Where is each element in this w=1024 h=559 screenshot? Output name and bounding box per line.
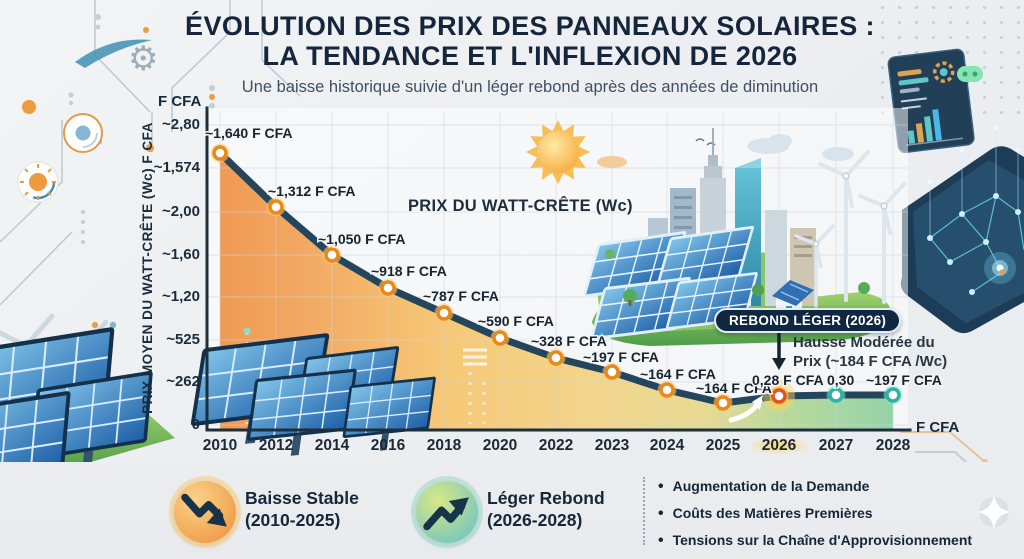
- point-label: ~328 F CFA: [531, 333, 607, 349]
- inline-chart-label: PRIX DU WATT-CRÊTE (Wc): [408, 197, 633, 215]
- data-point: [828, 387, 844, 403]
- data-point: [492, 330, 508, 346]
- bird-icon: [695, 138, 716, 146]
- badge-arrow: [772, 333, 786, 370]
- streak-bars: [463, 348, 487, 366]
- page-title-line1: ÉVOLUTION DES PRIX DES PANNEAUX SOLAIRES…: [185, 11, 875, 41]
- legend-item-rebond: [416, 481, 478, 543]
- legend-item-baisse: [174, 481, 236, 543]
- y-tick-label: ~1,574: [153, 159, 200, 176]
- point-label: ~918 F CFA: [371, 263, 447, 279]
- header: ÉVOLUTION DES PRIX DES PANNEAUX SOLAIRES…: [120, 11, 940, 97]
- target-icon: [63, 113, 103, 153]
- factor-item: Tensions sur la Chaîne d'Approvisionneme…: [658, 527, 972, 554]
- cloud-orange: [597, 156, 627, 168]
- point-label: ~590 F CFA: [478, 313, 554, 329]
- data-point: [548, 350, 564, 366]
- data-point: [771, 388, 787, 404]
- trend-down-icon: [181, 493, 227, 527]
- hausse-annotation: Hausse Modérée du Prix (~184 F CFA /Wc): [793, 334, 993, 372]
- data-point: [715, 395, 731, 411]
- point-label: ~197 F CFA: [866, 372, 942, 388]
- sun-icon: [526, 120, 590, 184]
- tablet-illustration: [900, 125, 1024, 334]
- legend-label-rebond: Léger Rebond (2026-2028): [487, 488, 605, 530]
- footer-divider: [643, 477, 645, 545]
- x-tick-label: 2022: [538, 437, 574, 454]
- x-tick-label: 2023: [594, 437, 630, 454]
- cloud-icon: [747, 134, 854, 161]
- data-point: [268, 199, 284, 215]
- x-tick-label: 2024: [649, 437, 685, 454]
- chat-pill-icon: [957, 66, 983, 82]
- gear-icon: ⚙: [128, 40, 158, 78]
- axes: [205, 106, 912, 432]
- x-tick-label: 2028: [875, 437, 911, 454]
- data-point: [212, 145, 228, 161]
- hausse-line1: Hausse Modérée du: [793, 334, 935, 351]
- x-tick-label: 2014: [314, 437, 350, 454]
- data-point: [604, 364, 620, 380]
- hausse-line2: Prix (~184 F CFA /Wc): [793, 352, 948, 370]
- rebound-badge: REBOND LÉGER (2026): [714, 308, 902, 333]
- y-tick-label: ~2,80: [162, 116, 200, 133]
- x-axis-unit-label: F CFA: [916, 419, 960, 436]
- point-label: ~787 F CFA: [423, 288, 499, 304]
- point-label: ~164 F CFA: [696, 380, 772, 396]
- data-point: [436, 305, 452, 321]
- x-tick-label: 2012: [258, 437, 294, 454]
- trend-up-icon: [423, 497, 469, 531]
- page-title-line2: LA TENDANCE ET L'INFLEXION DE 2026: [262, 40, 798, 71]
- y-tick-label: 0: [191, 416, 200, 433]
- factors-list: Augmentation de la Demande Coûts des Mat…: [658, 473, 972, 554]
- footer-legend: Baisse Stable (2010-2025) Léger Rebond (…: [0, 462, 1024, 559]
- point-label: 0,30: [827, 372, 854, 388]
- x-tick-label: 2025: [705, 437, 741, 454]
- solar-farm-left: [0, 325, 175, 515]
- y-tick-label: ~262: [166, 373, 200, 390]
- x-tick-label: 2010: [202, 437, 238, 454]
- dashboard-panel: [887, 48, 975, 154]
- point-label: ~1,050 F CFA: [318, 231, 406, 247]
- y-tick-label: ~2,00: [162, 203, 200, 220]
- point-label: ~1,640 F CFA: [205, 125, 293, 141]
- x-tick-label: 2020: [482, 437, 518, 454]
- factor-item: Coûts des Matières Premières: [658, 500, 972, 527]
- data-point: [885, 387, 901, 403]
- point-label: 0,28 F CFA: [752, 372, 824, 388]
- factor-item: Augmentation de la Demande: [658, 473, 972, 500]
- x-tick-label: 2018: [426, 437, 462, 454]
- data-point: [380, 280, 396, 296]
- wind-turbine-icon: [794, 150, 906, 308]
- x-tick-label: 2016: [370, 437, 406, 454]
- tree-icon: [605, 249, 870, 306]
- x-tick-label: 2027: [818, 437, 854, 454]
- point-label: ~197 F CFA: [583, 349, 659, 365]
- data-point: [324, 247, 340, 263]
- point-label: ~1,312 F CFA: [268, 183, 356, 199]
- legend-label-baisse: Baisse Stable (2010-2025): [245, 488, 359, 530]
- sun-badge-icon: [17, 161, 59, 203]
- page-subtitle: Une baisse historique suivie d'un léger …: [241, 78, 819, 97]
- x-tick-label: 2026: [747, 437, 811, 455]
- sparkle-icon: [977, 495, 1011, 529]
- circuit-decoration-left: [0, 0, 301, 306]
- data-point: [659, 382, 675, 398]
- y-tick-label: ~525: [166, 331, 200, 348]
- y-axis-unit-label: F CFA: [158, 93, 202, 110]
- rebound-arrow: [728, 395, 763, 423]
- y-tick-label: ~1,60: [162, 246, 200, 263]
- y-tick-label: ~1,20: [162, 288, 200, 305]
- streak-glow: [243, 327, 251, 335]
- point-label: ~164 F CFA: [640, 366, 716, 382]
- swoosh-decoration: [75, 39, 152, 68]
